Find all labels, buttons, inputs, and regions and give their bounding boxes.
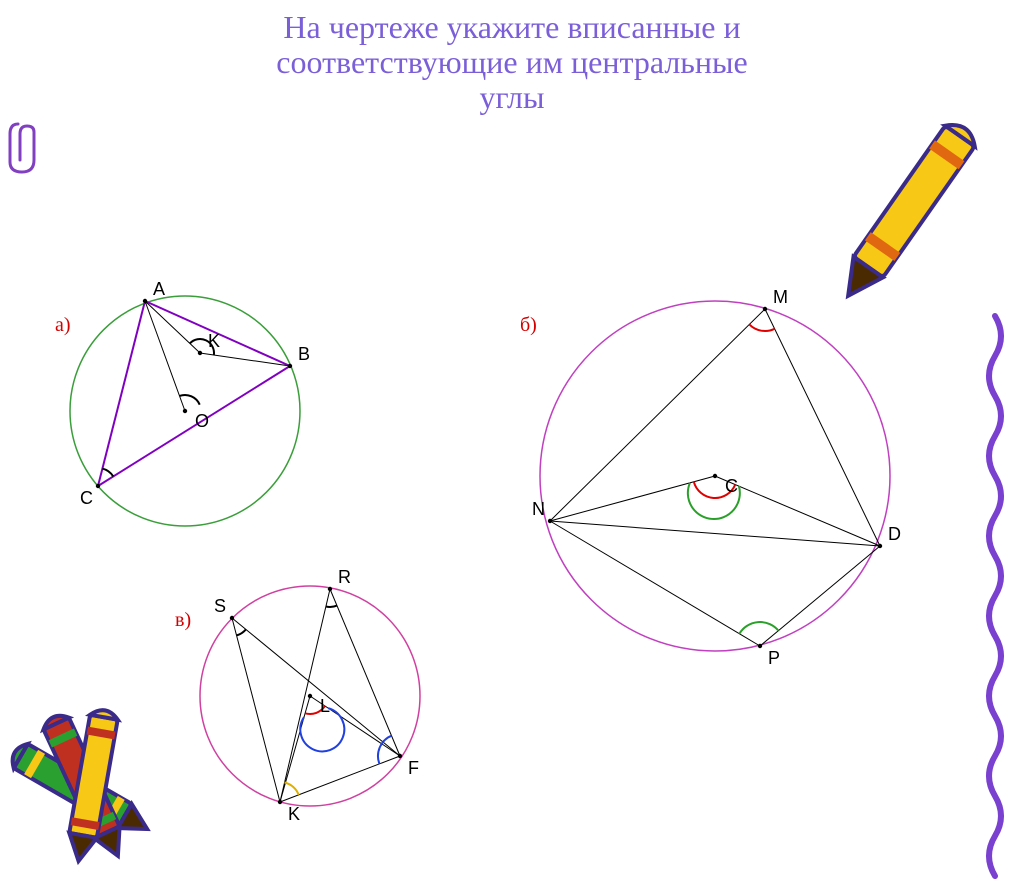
svg-text:S: S (214, 596, 226, 616)
diagram-a: а) A B C K O (55, 279, 310, 526)
title-line2: соответствующие им центральные (276, 44, 747, 80)
svg-text:в): в) (175, 609, 191, 631)
diagram-b: б) M N P D C (520, 287, 901, 668)
crayons-bottom-icon (8, 707, 155, 863)
svg-text:L: L (320, 696, 330, 716)
title-line3: углы (480, 79, 545, 115)
paperclip-icon (10, 124, 34, 172)
svg-text:K: K (288, 804, 300, 824)
svg-text:а): а) (55, 314, 71, 336)
title-line1: На чертеже укажите вписанные и (283, 9, 740, 45)
page-title: На чертеже укажите вписанные и соответст… (0, 0, 1024, 116)
svg-text:б): б) (520, 314, 537, 336)
svg-text:P: P (768, 648, 780, 668)
svg-text:D: D (888, 524, 901, 544)
svg-text:M: M (773, 287, 788, 307)
svg-text:O: O (195, 411, 209, 431)
squiggle-icon (989, 316, 1001, 876)
diagram-canvas: а)ABCKOб)MNPDCв)RSKFL (0, 116, 1024, 884)
diagram-v: в)RSKFL (175, 567, 420, 824)
svg-text:A: A (153, 279, 165, 299)
svg-text:K: K (208, 331, 220, 351)
svg-text:B: B (298, 344, 310, 364)
svg-text:N: N (532, 499, 545, 519)
svg-text:C: C (80, 488, 93, 508)
svg-text:R: R (338, 567, 351, 587)
crayon-top-right-icon (833, 118, 979, 306)
svg-text:C: C (725, 476, 738, 496)
